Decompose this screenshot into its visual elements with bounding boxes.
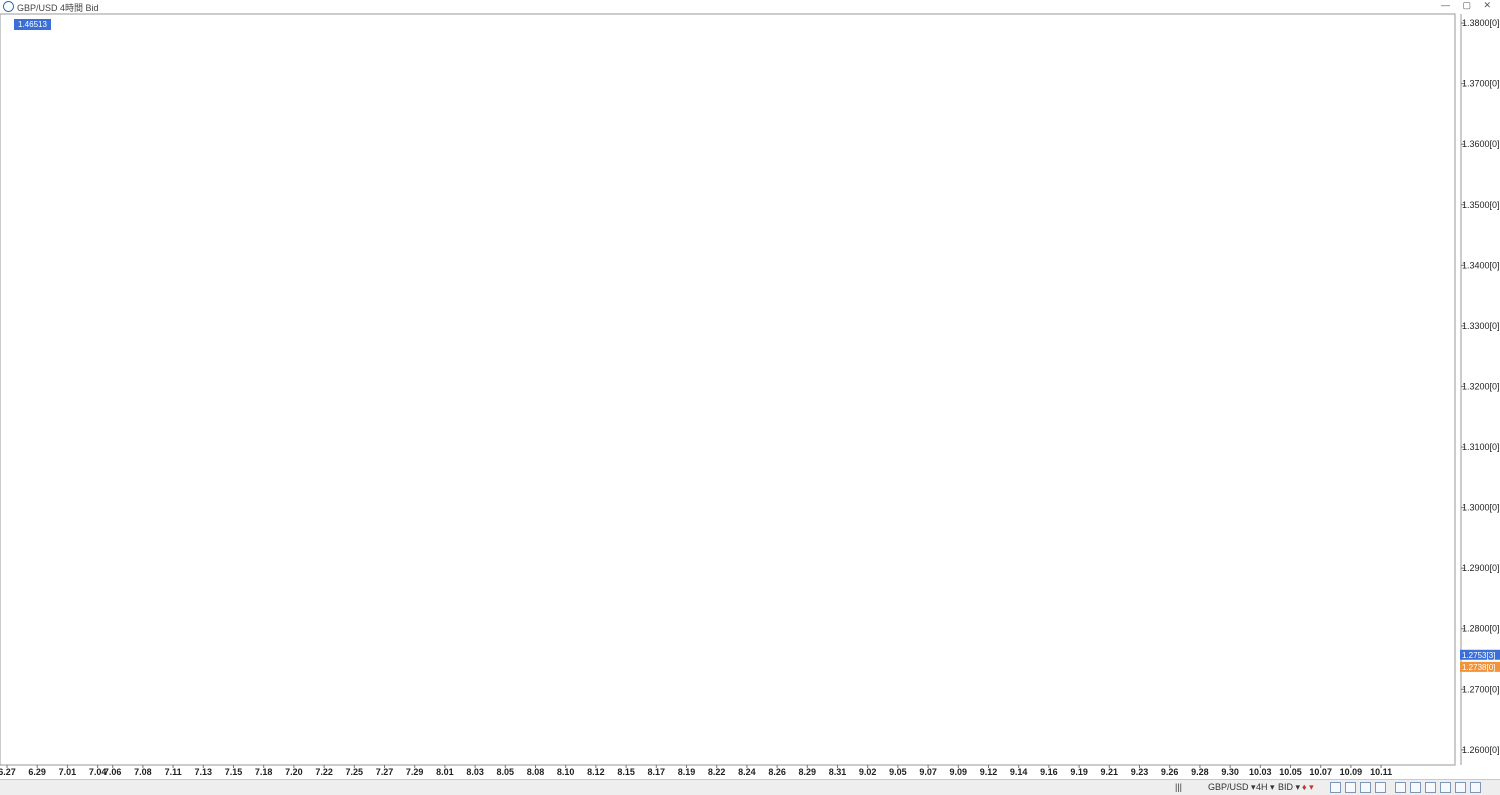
x-tick-label: 7.06 bbox=[104, 767, 122, 777]
y-tick-label: 1.3300[0] bbox=[1462, 321, 1500, 331]
x-tick-label: 7.27 bbox=[376, 767, 394, 777]
x-tick-label: 7.11 bbox=[165, 767, 182, 777]
x-tick-label: 9.21 bbox=[1101, 767, 1119, 777]
x-tick-label: 7.13 bbox=[195, 767, 213, 777]
x-tick-label: 10.07 bbox=[1309, 767, 1332, 777]
x-tick-label: 8.10 bbox=[557, 767, 575, 777]
x-tick-label: 9.23 bbox=[1131, 767, 1149, 777]
shrink-icon[interactable] bbox=[1455, 782, 1466, 793]
x-tick-label: 7.22 bbox=[315, 767, 333, 777]
x-tick-label: 7.18 bbox=[255, 767, 273, 777]
y-tick-label: 1.3200[0] bbox=[1462, 381, 1500, 391]
x-tick-label: 9.16 bbox=[1040, 767, 1058, 777]
x-tick-label: 7.25 bbox=[346, 767, 364, 777]
current-ask-label-box bbox=[1460, 661, 1500, 672]
crosshair-icon[interactable] bbox=[1345, 782, 1356, 793]
draw-line-icon[interactable] bbox=[1375, 782, 1386, 793]
x-tick-label: 8.17 bbox=[648, 767, 666, 777]
x-tick-label: 6.27 bbox=[0, 767, 16, 777]
x-tick-label: 9.05 bbox=[889, 767, 907, 777]
app-globe-icon bbox=[3, 1, 14, 12]
price-chart[interactable]: 1.3015S売り増し 1.2600[0]1.2700[0]1.2800[0]1… bbox=[0, 0, 1500, 779]
y-tick-label: 1.3500[0] bbox=[1462, 200, 1500, 210]
current-bid-label: 1.2753[3] bbox=[1462, 651, 1495, 660]
x-tick-label: 9.12 bbox=[980, 767, 998, 777]
y-tick-label: 1.3400[0] bbox=[1462, 260, 1500, 270]
x-tick-label: 8.05 bbox=[497, 767, 515, 777]
x-tick-label: 8.15 bbox=[617, 767, 635, 777]
x-tick-label: 8.03 bbox=[466, 767, 484, 777]
x-tick-label: 10.05 bbox=[1279, 767, 1302, 777]
y-tick-label: 1.2800[0] bbox=[1462, 624, 1500, 634]
x-tick-label: 6.29 bbox=[28, 767, 46, 777]
x-tick-label: 8.26 bbox=[768, 767, 786, 777]
y-tick-label: 1.2900[0] bbox=[1462, 563, 1500, 573]
window-titlebar: GBP/USD 4時間 Bid — ▢ ✕ bbox=[0, 0, 1500, 14]
window-title: GBP/USD 4時間 Bid bbox=[17, 3, 99, 13]
window-controls[interactable]: — ▢ ✕ bbox=[1440, 0, 1496, 10]
y-tick-label: 1.3700[0] bbox=[1462, 79, 1500, 89]
x-tick-label: 9.07 bbox=[919, 767, 937, 777]
toolbar-menu-button[interactable]: ||| bbox=[1175, 782, 1183, 792]
zoom-in-icon[interactable] bbox=[1410, 782, 1421, 793]
timeframe-selector[interactable]: 4H ▾ bbox=[1256, 782, 1275, 792]
current-bid-label-box bbox=[1460, 649, 1500, 660]
x-tick-label: 7.29 bbox=[406, 767, 424, 777]
x-tick-label: 10.11 bbox=[1370, 767, 1392, 777]
x-tick-label: 9.02 bbox=[859, 767, 877, 777]
x-tick-label: 7.08 bbox=[134, 767, 152, 777]
y-tick-label: 1.3800[0] bbox=[1462, 18, 1500, 28]
y-tick-label: 1.3100[0] bbox=[1462, 442, 1500, 452]
zoom-out-icon[interactable] bbox=[1425, 782, 1436, 793]
x-tick-label: 8.29 bbox=[799, 767, 817, 777]
chart-toolbar: ||| GBP/USD ▾ 4H ▾ BID ▾ ♦ ▾ bbox=[0, 779, 1500, 795]
x-tick-label: 8.31 bbox=[829, 767, 847, 777]
x-tick-label: 7.01 bbox=[59, 767, 77, 777]
x-tick-label: 9.28 bbox=[1191, 767, 1209, 777]
y-tick-label: 1.2600[0] bbox=[1462, 745, 1500, 755]
x-tick-label: 9.09 bbox=[950, 767, 968, 777]
x-tick-label: 8.12 bbox=[587, 767, 605, 777]
chart-type-icon[interactable] bbox=[1360, 782, 1371, 793]
x-tick-label: 7.20 bbox=[285, 767, 303, 777]
x-tick-label: 9.26 bbox=[1161, 767, 1179, 777]
y-tick-label: 1.3000[0] bbox=[1462, 503, 1500, 513]
x-tick-label: 9.14 bbox=[1010, 767, 1028, 777]
x-tick-label: 10.03 bbox=[1249, 767, 1272, 777]
expand-icon[interactable] bbox=[1440, 782, 1451, 793]
price-side-selector[interactable]: BID ▾ bbox=[1278, 782, 1301, 792]
scroll-to-end-icon[interactable] bbox=[1330, 782, 1341, 793]
high-price-tag: 1.46513 bbox=[14, 19, 51, 30]
plot-area bbox=[0, 13, 1456, 766]
properties-icon[interactable] bbox=[1395, 782, 1406, 793]
symbol-selector[interactable]: GBP/USD ▾ bbox=[1208, 782, 1256, 792]
x-tick-label: 8.08 bbox=[527, 767, 545, 777]
x-tick-label: 9.19 bbox=[1070, 767, 1088, 777]
x-tick-label: 8.22 bbox=[708, 767, 726, 777]
current-ask-label: 1.2738[0] bbox=[1462, 663, 1495, 672]
y-tick-label: 1.2700[0] bbox=[1462, 684, 1500, 694]
x-tick-label: 8.01 bbox=[436, 767, 454, 777]
x-tick-label: 10.09 bbox=[1340, 767, 1363, 777]
x-tick-label: 8.24 bbox=[738, 767, 756, 777]
x-tick-label: 7.15 bbox=[225, 767, 243, 777]
x-tick-label: 7.04 bbox=[89, 767, 107, 777]
magnifier-icon[interactable] bbox=[1470, 782, 1481, 793]
y-tick-label: 1.3600[0] bbox=[1462, 139, 1500, 149]
x-tick-label: 8.19 bbox=[678, 767, 696, 777]
x-tick-label: 9.30 bbox=[1221, 767, 1239, 777]
indicator-selector[interactable]: ♦ ▾ bbox=[1302, 782, 1314, 792]
